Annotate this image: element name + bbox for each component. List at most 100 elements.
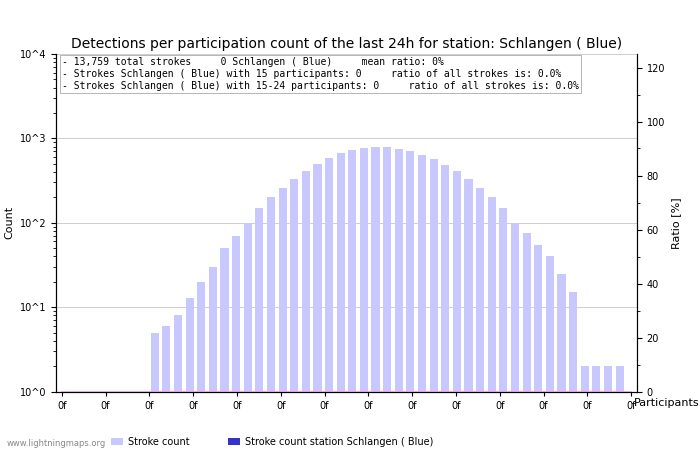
- Stroke ratio station Schlangen ( Blue): [69, 389, 78, 394]
- Stroke ratio station Schlangen ( Blue): [348, 389, 356, 394]
- Bar: [569, 292, 577, 450]
- Bar: [441, 165, 449, 450]
- Stroke ratio station Schlangen ( Blue): [395, 389, 403, 394]
- Stroke ratio station Schlangen ( Blue): [464, 389, 473, 394]
- Bar: [372, 147, 379, 450]
- Bar: [534, 245, 542, 450]
- Bar: [150, 333, 159, 450]
- Bar: [290, 179, 298, 450]
- Stroke ratio station Schlangen ( Blue): [627, 389, 636, 394]
- Bar: [174, 315, 182, 450]
- Stroke ratio station Schlangen ( Blue): [139, 389, 148, 394]
- Stroke ratio station Schlangen ( Blue): [162, 389, 171, 394]
- Bar: [511, 223, 519, 450]
- Stroke ratio station Schlangen ( Blue): [418, 389, 426, 394]
- Stroke ratio station Schlangen ( Blue): [360, 389, 368, 394]
- Bar: [220, 248, 229, 450]
- Title: Detections per participation count of the last 24h for station: Schlangen ( Blue: Detections per participation count of th…: [71, 37, 622, 51]
- Stroke ratio station Schlangen ( Blue): [499, 389, 508, 394]
- Stroke ratio station Schlangen ( Blue): [232, 389, 240, 394]
- Stroke ratio station Schlangen ( Blue): [244, 389, 252, 394]
- Bar: [139, 392, 147, 450]
- Stroke ratio station Schlangen ( Blue): [511, 389, 519, 394]
- Text: - 13,759 total strokes     0 Schlangen ( Blue)     mean ratio: 0%
- Strokes Schl: - 13,759 total strokes 0 Schlangen ( Blu…: [62, 57, 579, 90]
- Stroke ratio station Schlangen ( Blue): [383, 389, 391, 394]
- Y-axis label: Ratio [%]: Ratio [%]: [671, 197, 681, 248]
- Bar: [546, 256, 554, 450]
- Stroke ratio station Schlangen ( Blue): [104, 389, 113, 394]
- Stroke ratio station Schlangen ( Blue): [569, 389, 577, 394]
- Y-axis label: Count: Count: [4, 206, 14, 239]
- Stroke ratio station Schlangen ( Blue): [186, 389, 194, 394]
- Stroke ratio station Schlangen ( Blue): [174, 389, 182, 394]
- Text: www.lightningmaps.org: www.lightningmaps.org: [7, 438, 106, 447]
- Bar: [279, 188, 287, 450]
- Bar: [592, 366, 601, 450]
- Bar: [522, 233, 531, 450]
- Bar: [499, 208, 508, 450]
- Bar: [232, 236, 240, 450]
- Bar: [615, 366, 624, 450]
- Stroke ratio station Schlangen ( Blue): [290, 389, 298, 394]
- Bar: [302, 171, 310, 450]
- Stroke ratio station Schlangen ( Blue): [476, 389, 484, 394]
- Stroke ratio station Schlangen ( Blue): [522, 389, 531, 394]
- Bar: [488, 198, 496, 450]
- Bar: [81, 392, 89, 450]
- Stroke ratio station Schlangen ( Blue): [256, 389, 264, 394]
- Bar: [557, 274, 566, 450]
- Stroke ratio station Schlangen ( Blue): [197, 389, 206, 394]
- Stroke ratio station Schlangen ( Blue): [220, 389, 229, 394]
- Stroke ratio station Schlangen ( Blue): [430, 389, 438, 394]
- Stroke ratio station Schlangen ( Blue): [580, 389, 589, 394]
- Stroke ratio station Schlangen ( Blue): [406, 389, 414, 394]
- Bar: [209, 267, 217, 450]
- Bar: [337, 153, 345, 450]
- Bar: [604, 366, 612, 450]
- Stroke ratio station Schlangen ( Blue): [150, 389, 159, 394]
- Stroke ratio station Schlangen ( Blue): [302, 389, 310, 394]
- Bar: [580, 366, 589, 450]
- Stroke ratio station Schlangen ( Blue): [546, 389, 554, 394]
- Stroke ratio station Schlangen ( Blue): [592, 389, 601, 394]
- Bar: [464, 179, 473, 450]
- Stroke ratio station Schlangen ( Blue): [615, 389, 624, 394]
- Stroke ratio station Schlangen ( Blue): [371, 389, 379, 394]
- Bar: [383, 147, 391, 450]
- Bar: [325, 158, 333, 450]
- Bar: [453, 171, 461, 450]
- Bar: [348, 150, 356, 450]
- Bar: [418, 155, 426, 450]
- Stroke ratio station Schlangen ( Blue): [488, 389, 496, 394]
- Bar: [69, 392, 78, 450]
- Stroke ratio station Schlangen ( Blue): [325, 389, 333, 394]
- Bar: [127, 392, 136, 450]
- Bar: [92, 392, 101, 450]
- Stroke ratio station Schlangen ( Blue): [314, 389, 322, 394]
- Bar: [116, 392, 124, 450]
- Stroke ratio station Schlangen ( Blue): [603, 389, 612, 394]
- Bar: [627, 392, 636, 450]
- Stroke ratio station Schlangen ( Blue): [92, 389, 101, 394]
- Bar: [197, 282, 205, 450]
- Bar: [267, 198, 275, 450]
- Bar: [57, 392, 66, 450]
- Bar: [406, 152, 414, 450]
- Stroke ratio station Schlangen ( Blue): [57, 389, 66, 394]
- Stroke ratio station Schlangen ( Blue): [80, 389, 90, 394]
- Bar: [162, 326, 171, 450]
- Stroke ratio station Schlangen ( Blue): [337, 389, 345, 394]
- Stroke ratio station Schlangen ( Blue): [453, 389, 461, 394]
- Stroke ratio station Schlangen ( Blue): [267, 389, 275, 394]
- Bar: [104, 392, 113, 450]
- Stroke ratio station Schlangen ( Blue): [279, 389, 287, 394]
- Stroke ratio station Schlangen ( Blue): [116, 389, 124, 394]
- Stroke ratio station Schlangen ( Blue): [557, 389, 566, 394]
- Bar: [186, 297, 194, 450]
- Bar: [395, 149, 403, 450]
- Text: Participants: Participants: [634, 398, 699, 408]
- Bar: [476, 188, 484, 450]
- Stroke ratio station Schlangen ( Blue): [441, 389, 449, 394]
- Stroke ratio station Schlangen ( Blue): [534, 389, 542, 394]
- Bar: [244, 223, 252, 450]
